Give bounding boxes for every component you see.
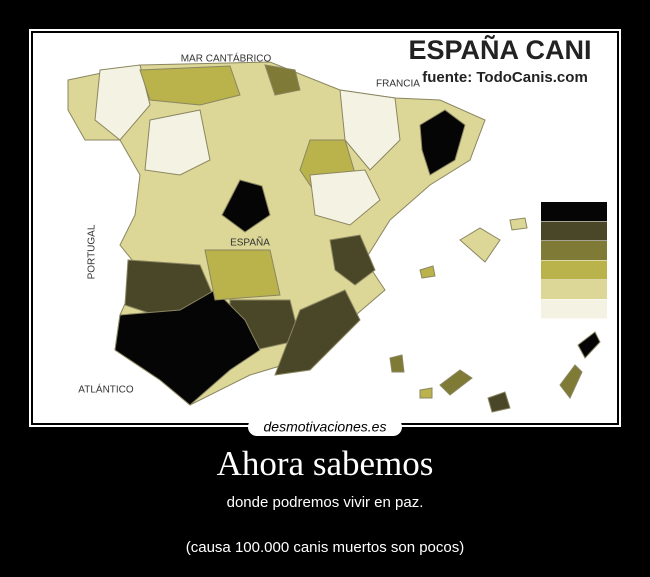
region: [264, 64, 301, 96]
region: [114, 289, 261, 406]
legend-swatch: [541, 299, 607, 319]
region: [139, 65, 241, 106]
legend-swatch: [541, 260, 607, 280]
island: [419, 265, 436, 279]
caption-line: donde podremos vivir en paz.: [226, 494, 424, 511]
region: [274, 289, 361, 376]
region: [94, 64, 151, 141]
map-source: fuente: TodoCanis.com: [422, 69, 588, 86]
caption-line: (causa 100.000 canis muertos son pocos): [185, 539, 465, 556]
island: [419, 387, 433, 399]
site-name: desmotivaciones.es: [264, 419, 387, 435]
legend-swatch: [541, 280, 607, 299]
map-label: FRANCIA: [376, 79, 420, 90]
island: [439, 369, 473, 396]
region: [339, 89, 401, 171]
legend: [541, 202, 607, 319]
caption-title: Ahora sabemos: [216, 444, 434, 483]
island: [389, 354, 405, 373]
map-label: MAR CANTÁBRICO: [181, 52, 272, 65]
map-label: ESPAÑA: [230, 236, 270, 249]
region: [221, 179, 271, 233]
region: [329, 234, 376, 286]
island: [459, 227, 501, 263]
island: [509, 217, 528, 231]
map-label: ATLÁNTICO: [78, 383, 134, 396]
legend-swatch: [541, 241, 607, 260]
map-label: PORTUGAL: [87, 224, 98, 279]
island: [559, 364, 583, 399]
legend-swatch: [541, 202, 607, 221]
legend-swatch: [541, 221, 607, 241]
region: [309, 169, 381, 226]
region: [419, 109, 466, 176]
region: [204, 249, 281, 301]
island: [487, 391, 511, 413]
region: [144, 109, 211, 176]
site-badge: [248, 418, 402, 436]
map-title: ESPAÑA CANI: [408, 34, 591, 65]
island: [577, 331, 601, 359]
map-image: ESPAÑA CANI fuente: TodoCanis.com MAR CA…: [29, 29, 621, 436]
